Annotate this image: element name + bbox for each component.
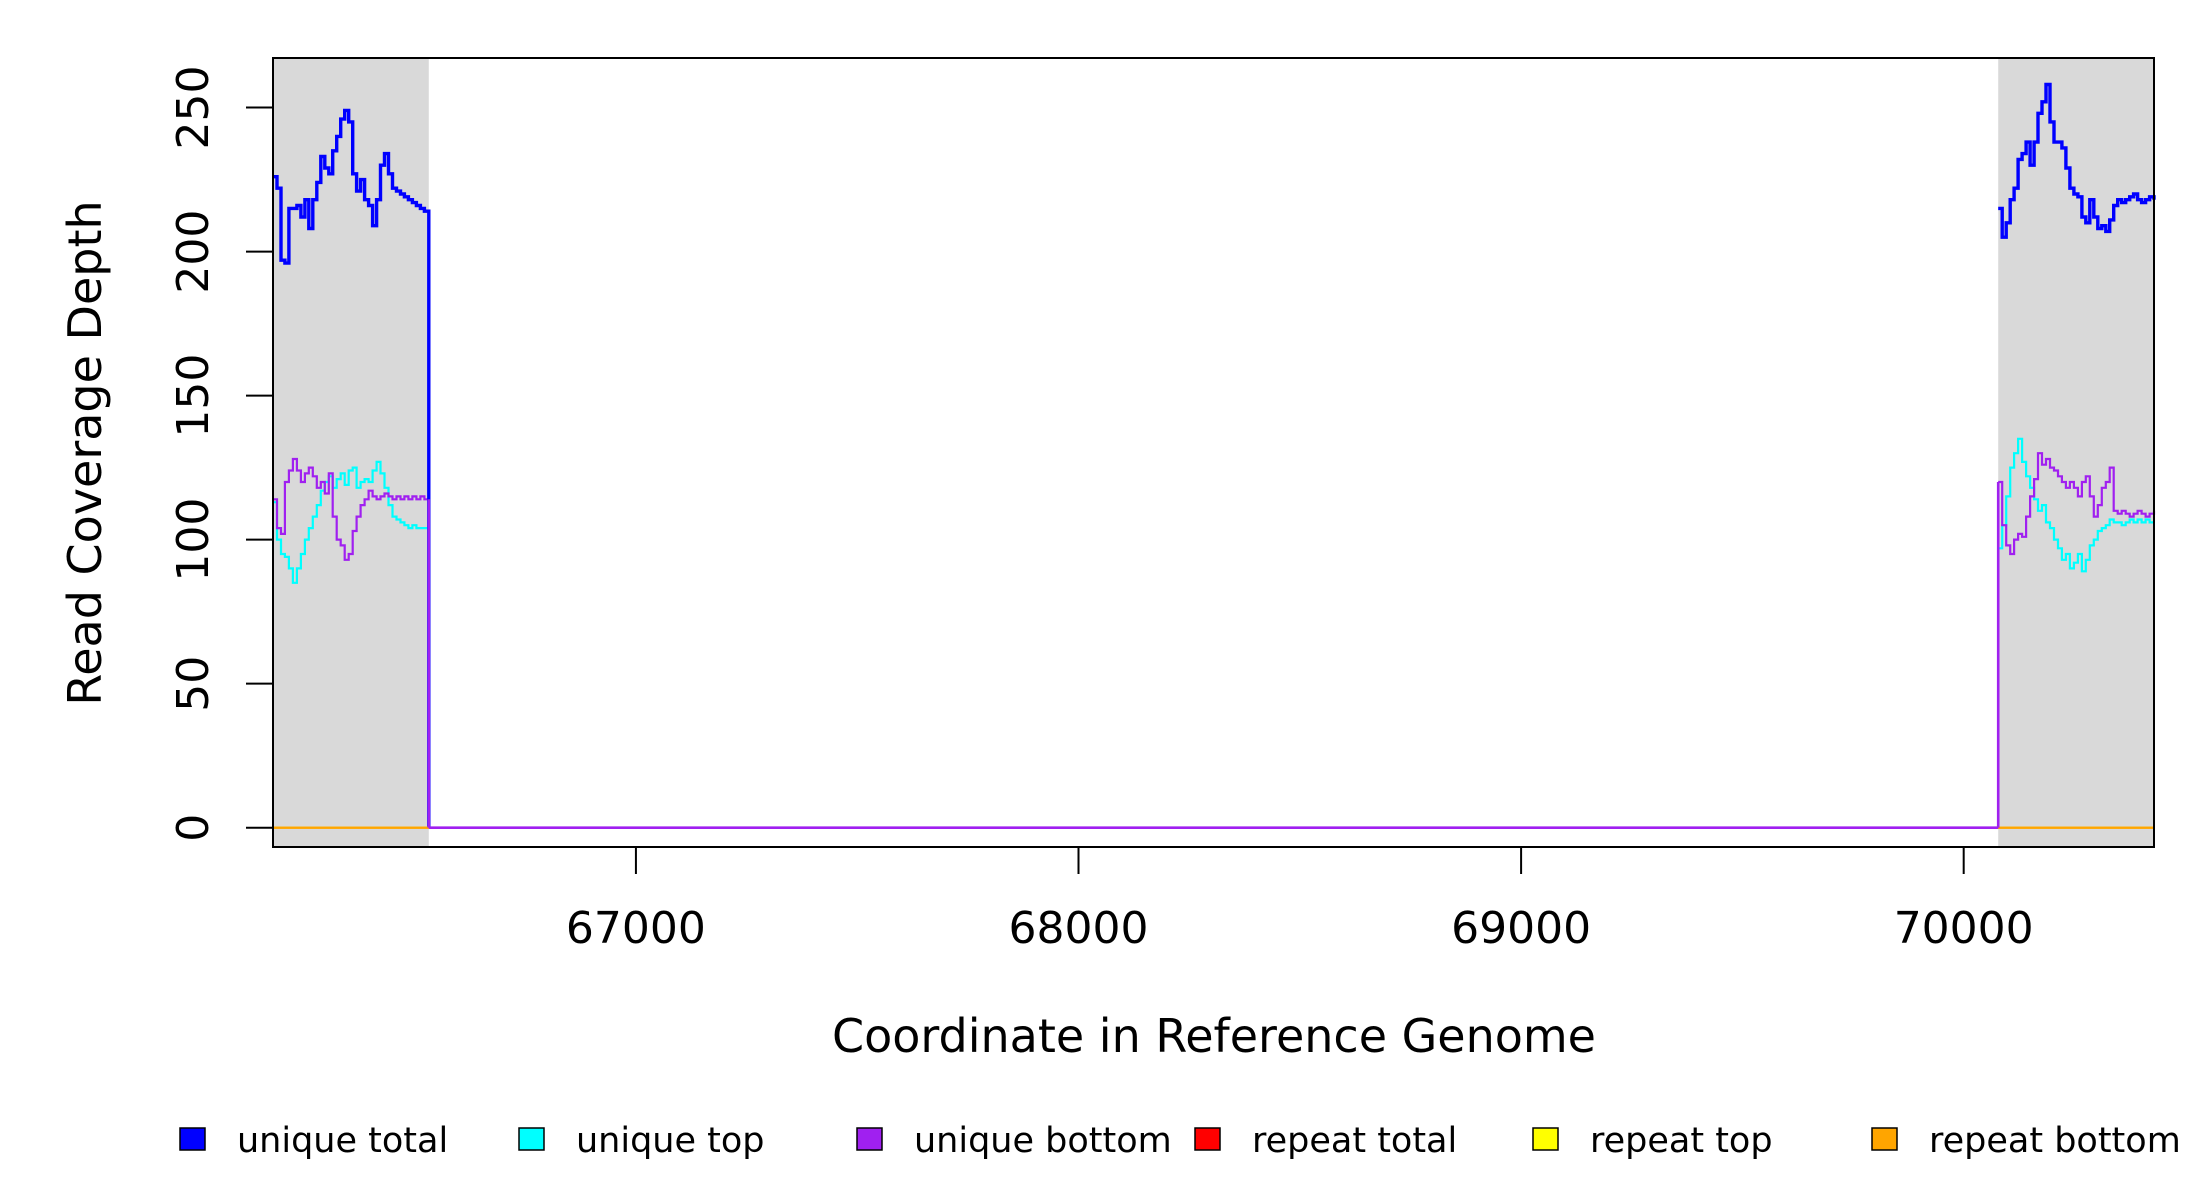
y-axis: 0 50 100 150 200 250 bbox=[168, 66, 273, 842]
series-lines bbox=[273, 82, 2156, 829]
legend-label-unique-top: unique top bbox=[576, 1121, 765, 1161]
series-line-unique-total-2 bbox=[1998, 82, 2156, 239]
y-tick-label-50: 50 bbox=[168, 656, 219, 712]
y-tick-label-0: 0 bbox=[168, 814, 219, 842]
x-axis: 67000 68000 69000 70000 bbox=[566, 847, 2034, 954]
legend-swatch-repeat-bottom bbox=[1871, 1127, 1898, 1151]
plot-frame bbox=[272, 57, 2155, 848]
series-line-unique-bottom-1 bbox=[273, 457, 430, 828]
legend-label-repeat-bottom: repeat bottom bbox=[1929, 1121, 2181, 1161]
legend-swatch-unique-bottom bbox=[856, 1127, 883, 1151]
legend-label-unique-bottom: unique bottom bbox=[914, 1121, 1172, 1161]
x-tick-label-68000: 68000 bbox=[1009, 903, 1149, 954]
y-tick-label-150: 150 bbox=[168, 354, 219, 438]
x-axis-title: Coordinate in Reference Genome bbox=[832, 1009, 1596, 1063]
x-tick-label-70000: 70000 bbox=[1894, 903, 2034, 954]
legend-label-repeat-top: repeat top bbox=[1590, 1121, 1773, 1161]
x-tick-label-67000: 67000 bbox=[566, 903, 706, 954]
legend-label-repeat-total: repeat total bbox=[1252, 1121, 1457, 1161]
legend-swatch-repeat-total bbox=[1194, 1127, 1221, 1151]
series-line-unique-bottom-2 bbox=[1998, 452, 2156, 556]
y-tick-label-100: 100 bbox=[168, 498, 219, 582]
legend-swatch-unique-total bbox=[179, 1127, 206, 1151]
legend-label-unique-total: unique total bbox=[237, 1121, 448, 1161]
y-tick-label-250: 250 bbox=[168, 66, 219, 150]
shaded-regions bbox=[273, 58, 2154, 847]
series-line-unique-top-1 bbox=[273, 460, 430, 828]
shaded-region-1 bbox=[273, 58, 429, 847]
y-axis-title: Read Coverage Depth bbox=[58, 200, 112, 705]
y-tick-label-200: 200 bbox=[168, 210, 219, 294]
x-tick-label-69000: 69000 bbox=[1451, 903, 1591, 954]
legend-swatch-unique-top bbox=[518, 1127, 545, 1151]
series-line-unique-top-2 bbox=[1998, 437, 2154, 573]
shaded-region-2 bbox=[1998, 58, 2154, 847]
legend: unique total unique top unique bottom repea… bbox=[179, 1121, 2181, 1161]
legend-swatch-repeat-top bbox=[1532, 1127, 1559, 1151]
series-line-unique-total-1 bbox=[273, 108, 431, 828]
